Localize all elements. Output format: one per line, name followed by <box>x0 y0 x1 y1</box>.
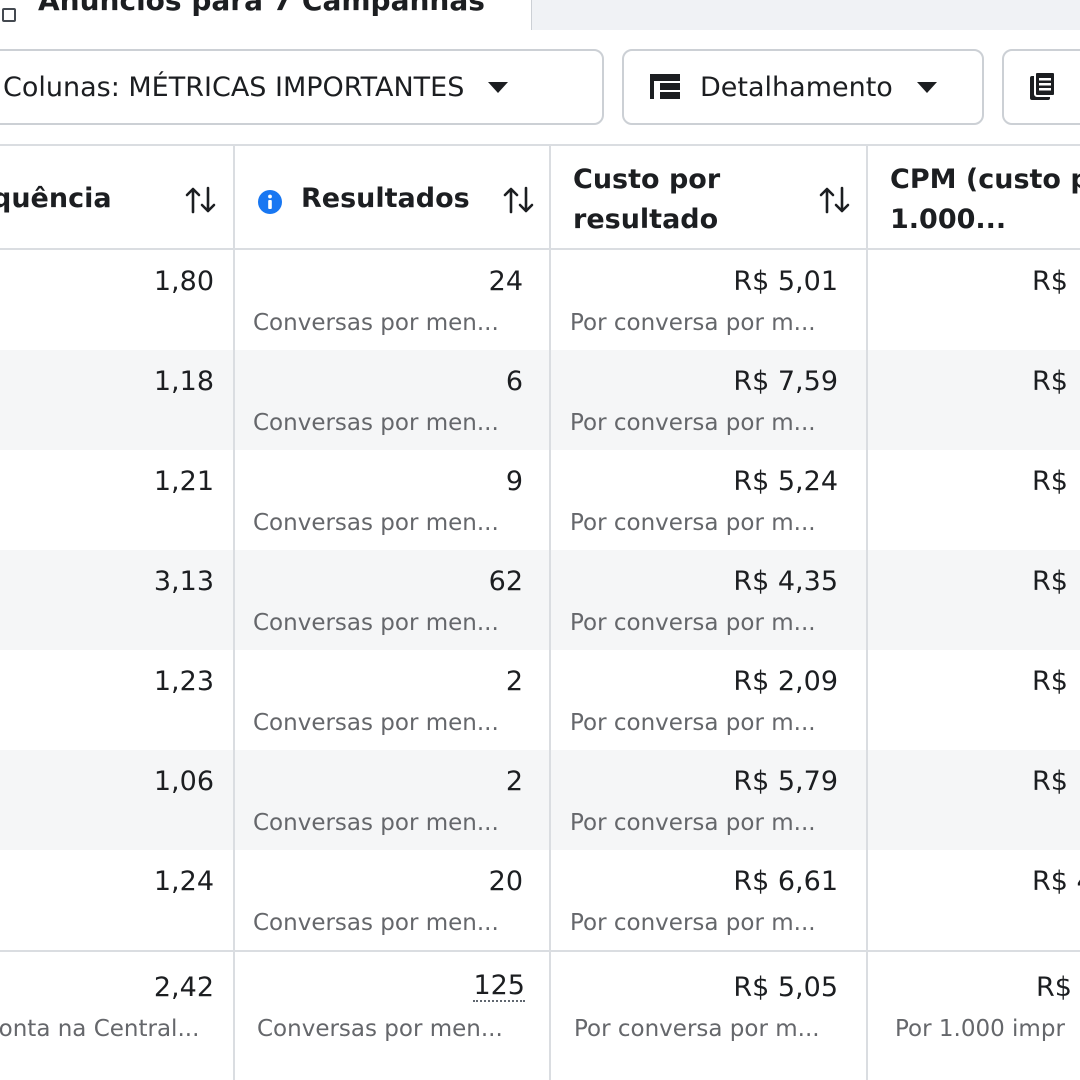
cpm-value: R$ 4 <box>1032 866 1080 897</box>
total-frequency-value: 2,42 <box>153 972 214 1003</box>
table-summary-row: 2,42 conta na Central... 125 Conversas por … <box>0 950 1080 1080</box>
results-subtitle: Conversas por men... <box>253 710 499 736</box>
results-value[interactable]: 2 <box>505 766 523 797</box>
table-row[interactable]: 1,18 6 Conversas por men... R$ 7,59 Por conv… <box>0 350 1080 450</box>
breakdown-icon <box>650 74 680 99</box>
column-divider[interactable] <box>549 146 551 1080</box>
total-cpm-value: R$ <box>1036 972 1072 1003</box>
frequency-value: 3,13 <box>153 566 214 597</box>
cost-per-result-value: R$ 5,01 <box>733 266 838 297</box>
info-icon[interactable] <box>258 190 282 214</box>
columns-dropdown-label: Colunas: MÉTRICAS IMPORTANTES <box>3 71 465 103</box>
cost-subtitle: Por conversa por m... <box>570 610 816 636</box>
frequency-value: 1,21 <box>153 466 214 497</box>
results-value[interactable]: 2 <box>505 666 523 697</box>
reports-button[interactable] <box>1002 49 1080 125</box>
table-row[interactable]: 1,06 2 Conversas por men... R$ 5,79 Por conv… <box>0 750 1080 850</box>
header-results[interactable]: Resultados <box>234 146 550 250</box>
sort-icon[interactable] <box>818 186 852 214</box>
cpm-value: R$ <box>1032 666 1068 697</box>
cpm-value: R$ <box>1032 366 1068 397</box>
cost-subtitle: Por conversa por m... <box>570 410 816 436</box>
sort-icon[interactable] <box>502 186 536 214</box>
header-frequency[interactable]: quência <box>0 146 234 250</box>
cost-subtitle: Por conversa por m... <box>570 710 816 736</box>
caret-down-icon <box>488 81 509 93</box>
cost-per-result-value: R$ 2,09 <box>733 666 838 697</box>
results-value[interactable]: 24 <box>488 266 523 297</box>
tab-strip: Anúncios para 7 Campanhas <box>0 0 1080 30</box>
header-cost-line1: Custo por <box>573 164 721 195</box>
cpm-value: R$ <box>1032 466 1068 497</box>
cpm-value: R$ <box>1032 766 1068 797</box>
cost-subtitle: Por conversa por m... <box>570 910 816 936</box>
header-cost-line2: resultado <box>573 204 719 235</box>
results-subtitle: Conversas por men... <box>253 610 499 636</box>
columns-dropdown-button[interactable]: Colunas: MÉTRICAS IMPORTANTES <box>0 49 604 125</box>
results-value[interactable]: 20 <box>488 866 523 897</box>
cpm-value: R$ <box>1032 566 1068 597</box>
table-row[interactable]: 3,13 62 Conversas por men... R$ 4,35 Por con… <box>0 550 1080 650</box>
sort-icon[interactable] <box>184 186 218 214</box>
breakdown-dropdown-button[interactable]: Detalhamento <box>622 49 984 125</box>
checkbox-icon[interactable] <box>2 8 16 22</box>
total-results-subtitle: Conversas por men... <box>257 1016 503 1042</box>
frequency-value: 1,18 <box>153 366 214 397</box>
tab-ads-label: Anúncios para 7 Campanhas <box>38 0 485 17</box>
header-cpm[interactable]: CPM (custo p 1.000... <box>867 146 1080 250</box>
cost-subtitle: Por conversa por m... <box>570 510 816 536</box>
cost-subtitle: Por conversa por m... <box>570 810 816 836</box>
cost-subtitle: Por conversa por m... <box>570 310 816 336</box>
frequency-value: 1,06 <box>153 766 214 797</box>
table-row[interactable]: 1,80 24 Conversas por men... R$ 5,01 Por con… <box>0 250 1080 350</box>
table-row[interactable]: 1,24 20 Conversas por men... R$ 6,61 Por con… <box>0 850 1080 950</box>
header-cost-per-result[interactable]: Custo por resultado <box>550 146 867 250</box>
cpm-value: R$ <box>1032 266 1068 297</box>
header-frequency-label: quência <box>0 183 112 214</box>
results-subtitle: Conversas por men... <box>253 910 499 936</box>
results-subtitle: Conversas por men... <box>253 810 499 836</box>
header-cpm-line2: 1.000... <box>890 204 1007 235</box>
breakdown-dropdown-label: Detalhamento <box>700 71 893 103</box>
cost-per-result-value: R$ 6,61 <box>733 866 838 897</box>
metrics-table: 1,80 24 Conversas por men... R$ 5,01 Por con… <box>0 144 1080 1080</box>
results-subtitle: Conversas por men... <box>253 510 499 536</box>
results-value[interactable]: 6 <box>505 366 523 397</box>
total-cpm-subtitle: Por 1.000 impr <box>895 1016 1065 1042</box>
tab-ads[interactable]: Anúncios para 7 Campanhas <box>0 0 532 30</box>
table-row[interactable]: 1,23 2 Conversas por men... R$ 2,09 Por conv… <box>0 650 1080 750</box>
cost-per-result-value: R$ 5,79 <box>733 766 838 797</box>
cost-per-result-value: R$ 7,59 <box>733 366 838 397</box>
frequency-value: 1,80 <box>153 266 214 297</box>
header-cpm-line1: CPM (custo p <box>890 164 1080 195</box>
total-frequency-subtitle: conta na Central... <box>0 1016 200 1042</box>
column-divider[interactable] <box>233 146 235 1080</box>
total-results-value[interactable]: 125 <box>473 970 525 1003</box>
cost-per-result-value: R$ 5,24 <box>733 466 838 497</box>
frequency-value: 1,23 <box>153 666 214 697</box>
table-row[interactable]: 1,21 9 Conversas por men... R$ 5,24 Por conv… <box>0 450 1080 550</box>
results-value[interactable]: 9 <box>505 466 523 497</box>
caret-down-icon <box>916 81 937 93</box>
reports-icon <box>1030 71 1056 100</box>
total-cost-value: R$ 5,05 <box>733 972 838 1003</box>
total-cost-subtitle: Por conversa por m... <box>574 1016 820 1042</box>
cost-per-result-value: R$ 4,35 <box>733 566 838 597</box>
results-subtitle: Conversas por men... <box>253 310 499 336</box>
frequency-value: 1,24 <box>153 866 214 897</box>
results-value[interactable]: 62 <box>488 566 523 597</box>
column-divider[interactable] <box>866 146 868 1080</box>
results-subtitle: Conversas por men... <box>253 410 499 436</box>
header-results-label: Resultados <box>301 183 470 214</box>
